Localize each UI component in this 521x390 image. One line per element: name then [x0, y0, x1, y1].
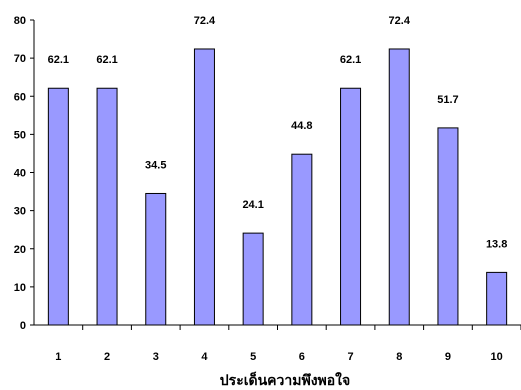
bar [193, 48, 215, 326]
y-tick-label: 30 [14, 206, 26, 218]
data-label: 24.1 [242, 199, 263, 211]
y-tick-label: 60 [14, 91, 26, 103]
y-tick-label: 40 [14, 168, 26, 180]
bar [388, 48, 410, 326]
bar [145, 192, 167, 326]
y-tick-label: 10 [14, 282, 26, 294]
y-tick-label: 50 [14, 129, 26, 141]
data-label: 13.8 [486, 238, 507, 250]
x-tick-label: 5 [250, 351, 256, 363]
bar [340, 87, 362, 326]
bar [486, 271, 508, 326]
x-axis-ticks: 1 2 3 4 5 6 7 8 9 10 [55, 325, 521, 363]
data-label: 62.1 [96, 54, 117, 66]
x-tick-label: 9 [445, 351, 451, 363]
x-tick-label: 10 [491, 351, 503, 363]
x-tick-label: 1 [55, 351, 61, 363]
bar [47, 87, 69, 326]
y-tick-label: 20 [14, 244, 26, 256]
x-tick-label: 7 [347, 351, 353, 363]
data-label: 72.4 [389, 15, 411, 27]
data-labels: 62.1 62.1 34.5 72.4 24.1 44.8 62.1 72.4 51.7 13.8 [48, 15, 508, 250]
x-tick-label: 3 [153, 351, 159, 363]
data-label: 51.7 [437, 94, 458, 106]
y-tick-label: 70 [14, 53, 26, 65]
x-tick-label: 8 [396, 351, 402, 363]
bar [291, 153, 313, 326]
data-label: 62.1 [48, 54, 69, 66]
x-axis-title: ประเด็นความพึงพอใจ [220, 371, 350, 389]
y-tick-label: 0 [20, 320, 26, 332]
data-label: 72.4 [194, 15, 216, 27]
x-tick-label: 6 [299, 351, 305, 363]
y-tick-label: 80 [14, 15, 26, 27]
data-label: 44.8 [291, 120, 312, 132]
bars [47, 48, 508, 326]
bar [96, 87, 118, 326]
data-label: 62.1 [340, 54, 361, 66]
x-tick-label: 2 [104, 351, 110, 363]
bar [437, 127, 459, 326]
x-tick-label: 4 [201, 351, 208, 363]
y-axis-ticks: 0 10 20 30 40 50 60 70 80 [14, 15, 34, 332]
bar [242, 232, 264, 326]
data-label: 34.5 [145, 159, 166, 171]
